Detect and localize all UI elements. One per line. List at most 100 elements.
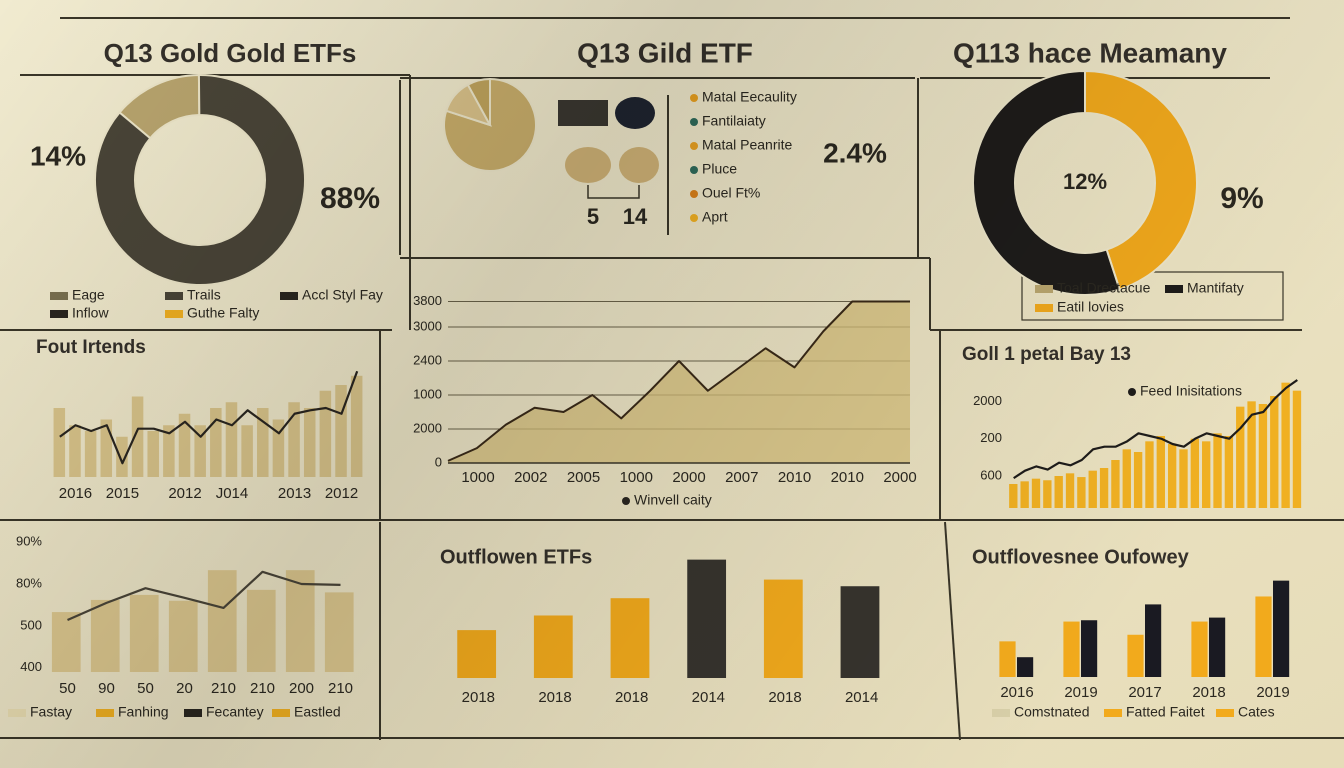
x-tick-label: 2007 — [725, 469, 758, 486]
x-tick-label: 50 — [137, 680, 154, 697]
annotation: 5 — [587, 204, 599, 229]
bar — [335, 385, 347, 477]
x-tick-label: 50 — [59, 680, 76, 697]
y-tick-label: 500 — [20, 617, 42, 632]
bar — [1190, 438, 1200, 508]
legend-swatch — [184, 709, 202, 717]
legend-swatch — [165, 292, 183, 300]
bar — [999, 641, 1016, 677]
value-label: 14% — [30, 140, 86, 171]
bar — [840, 586, 880, 678]
legend-label: Matal Eecaulity — [702, 89, 797, 105]
x-tick-label: 2015 — [106, 485, 139, 502]
legend-label: Aprt — [702, 209, 728, 225]
y-tick-label: 1000 — [413, 386, 442, 401]
bar — [1258, 404, 1268, 508]
legend-swatch — [690, 118, 698, 126]
bar — [69, 425, 81, 477]
x-tick-label: 2018 — [768, 689, 801, 706]
x-tick-label: 210 — [211, 680, 236, 697]
bar — [1063, 621, 1080, 677]
annotation: 2.4% — [823, 137, 887, 168]
bar — [1017, 657, 1034, 677]
bar — [53, 408, 66, 477]
bar — [1065, 473, 1075, 508]
bar — [1255, 596, 1272, 677]
bar — [1179, 449, 1188, 508]
x-tick-label: 2012 — [325, 485, 358, 502]
legend-label: Fatted Faitet — [1126, 704, 1205, 720]
legend-label: Mantifaty — [1187, 280, 1244, 296]
legend-label: Fantilaiaty — [702, 113, 766, 129]
bar — [610, 598, 650, 678]
x-tick-label: 90 — [98, 680, 115, 697]
x-tick-label: 2005 — [567, 469, 600, 486]
bar — [1281, 382, 1290, 508]
x-tick-label: 2016 — [59, 485, 92, 502]
annotation: 9% — [1220, 182, 1263, 215]
legend-swatch — [690, 214, 698, 222]
bar — [350, 375, 363, 477]
x-tick-label: 2018 — [615, 689, 648, 706]
x-tick-label: 2018 — [462, 689, 495, 706]
bar — [51, 612, 81, 672]
bar — [1270, 396, 1279, 508]
bar — [1191, 621, 1208, 677]
legend-label: Cates — [1238, 704, 1275, 720]
bar — [319, 390, 332, 477]
y-tick-label: 90% — [16, 534, 42, 549]
bar — [687, 559, 727, 678]
x-tick-label: 2019 — [1256, 684, 1289, 701]
bar — [210, 408, 222, 477]
legend-swatch — [690, 190, 698, 198]
annotation: 14 — [623, 204, 648, 229]
legend-swatch — [690, 94, 698, 102]
chart-title: Outflovesnee Oufowey — [972, 546, 1190, 568]
bar — [1111, 460, 1120, 508]
legend-label: Eastled — [294, 704, 341, 720]
x-tick-label: 2014 — [692, 689, 725, 706]
legend-swatch — [165, 310, 183, 318]
y-tick-label: 3000 — [413, 318, 442, 333]
legend-label: Winvell caity — [634, 492, 712, 508]
bar — [225, 402, 238, 477]
y-tick-label: 3800 — [413, 293, 442, 308]
legend-label: Accl Styl Fay — [302, 287, 383, 303]
legend-label: Fecantey — [206, 704, 264, 720]
legend-label: Feed Inisitations — [1140, 383, 1242, 399]
bar — [1099, 468, 1109, 508]
legend-label: Guthe Falty — [187, 305, 259, 321]
legend-label: Comstnated — [1014, 704, 1089, 720]
bar — [1145, 604, 1162, 677]
chart-title: Outflowen ETFs — [440, 546, 592, 568]
legend-swatch — [1035, 285, 1053, 293]
x-tick-label: 2002 — [514, 469, 547, 486]
y-tick-label: 200 — [980, 430, 1002, 445]
bar — [168, 600, 198, 672]
bar — [1236, 406, 1245, 508]
x-tick-label: 2019 — [1064, 684, 1097, 701]
legend-swatch — [96, 709, 114, 717]
x-tick-label: 20 — [176, 680, 193, 697]
bar — [1202, 441, 1211, 508]
annotation: 12% — [1063, 169, 1107, 194]
y-tick-label: 0 — [435, 454, 442, 469]
y-tick-label: 2000 — [973, 393, 1002, 408]
legend-swatch — [272, 709, 290, 717]
bar — [1054, 476, 1063, 508]
x-tick-label: 1000 — [461, 469, 494, 486]
bar — [241, 425, 253, 477]
x-tick-label: 2017 — [1128, 684, 1161, 701]
chart-title: Fout Irtends — [36, 337, 146, 358]
bar — [1020, 481, 1029, 508]
bar — [1077, 477, 1086, 508]
bar — [285, 570, 315, 672]
x-tick-label: 2014 — [845, 689, 878, 706]
bar — [90, 599, 120, 672]
x-tick-label: 2016 — [1000, 684, 1033, 701]
bar — [207, 570, 237, 672]
bar — [1127, 634, 1144, 677]
legend-swatch — [50, 310, 68, 318]
